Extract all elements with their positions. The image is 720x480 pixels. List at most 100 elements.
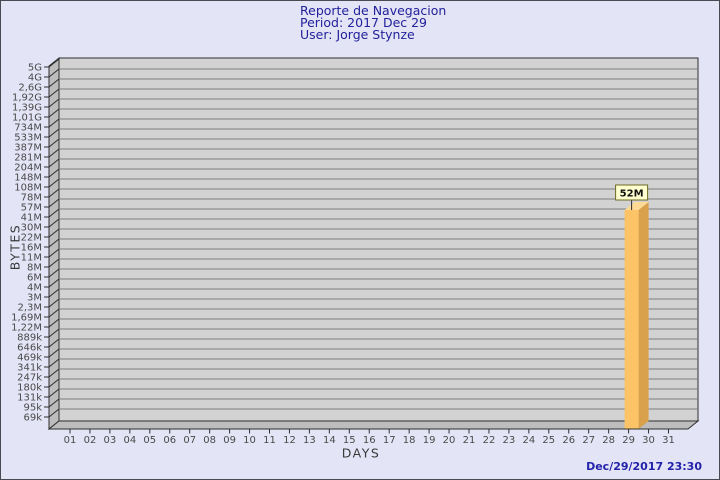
wall-tick xyxy=(48,168,60,178)
x-tick-label: 18 xyxy=(403,435,416,446)
x-tick-label: 22 xyxy=(483,435,496,446)
report-header: Reporte de Navegacion Period: 2017 Dec 2… xyxy=(300,4,446,42)
x-tick-label: 25 xyxy=(542,435,555,446)
wall-tick xyxy=(48,228,60,238)
x-tick-label: 04 xyxy=(123,435,136,446)
x-tick-label: 05 xyxy=(143,435,156,446)
wall-tick xyxy=(48,208,60,218)
y-tick-label: 4G xyxy=(28,73,42,84)
y-tick-label: 11M xyxy=(21,253,42,264)
x-tick-label: 02 xyxy=(84,435,97,446)
x-axis-title: DAYS xyxy=(341,445,381,461)
x-tick-label: 06 xyxy=(163,435,176,446)
y-tick-label: 6M xyxy=(27,273,42,284)
wall-tick xyxy=(48,348,60,358)
wall-tick xyxy=(48,58,60,68)
y-tick-label: 734M xyxy=(14,123,42,134)
y-tick-label: 148M xyxy=(14,173,42,184)
y-tick-label: 469k xyxy=(17,353,42,364)
x-tick-label: 07 xyxy=(183,435,196,446)
y-tick-label: 57M xyxy=(21,203,42,214)
report-user: User: Jorge Stynze xyxy=(300,26,415,42)
x-tick-label: 28 xyxy=(602,435,615,446)
y-tick-label: 3M xyxy=(27,293,42,304)
usage-bar-side-day-29 xyxy=(638,202,649,429)
y-tick-label: 30M xyxy=(21,223,42,234)
x-tick-label: 11 xyxy=(263,435,276,446)
wall-tick xyxy=(48,178,60,188)
wall-tick xyxy=(48,218,60,228)
y-tick-label: 78M xyxy=(21,193,42,204)
y-tick-label: 2,6G xyxy=(18,83,42,94)
wall-tick xyxy=(48,108,60,118)
wall-tick xyxy=(48,78,60,88)
y-tick-label: 533M xyxy=(14,133,42,144)
wall-tick xyxy=(48,388,60,398)
y-tick-label: 4M xyxy=(27,283,42,294)
wall-tick xyxy=(48,198,60,208)
y-tick-label: 1,22M xyxy=(11,323,42,334)
x-tick-label: 08 xyxy=(203,435,216,446)
x-tick-label: 03 xyxy=(104,435,117,446)
floor xyxy=(47,420,700,430)
x-tick-label: 24 xyxy=(522,435,535,446)
y-tick-label: 22M xyxy=(21,233,42,244)
wall-tick xyxy=(48,148,60,158)
x-tick-label: 30 xyxy=(642,435,655,446)
wall-tick xyxy=(48,68,60,78)
x-tick-label: 09 xyxy=(223,435,236,446)
wall-tick xyxy=(48,338,60,348)
x-tick-label: 10 xyxy=(243,435,256,446)
y-tick-label: 247k xyxy=(17,373,42,384)
y-tick-label: 889k xyxy=(17,333,42,344)
x-tick-label: 19 xyxy=(423,435,436,446)
x-tick-label: 31 xyxy=(662,435,675,446)
y-tick-label: 180k xyxy=(17,383,42,394)
y-tick-label: 1,69M xyxy=(11,313,42,324)
y-tick-label: 281M xyxy=(14,153,42,164)
y-tick-label: 1,01G xyxy=(12,113,42,124)
y-tick-label: 1,92G xyxy=(12,93,42,104)
wall-tick xyxy=(48,188,60,198)
wall-tick xyxy=(48,258,60,268)
y-tick-label: 16M xyxy=(21,243,42,254)
wall-tick xyxy=(48,138,60,148)
wall-tick xyxy=(48,128,60,138)
wall-tick xyxy=(48,88,60,98)
y-tick-label: 2,3M xyxy=(17,303,42,314)
report-timestamp: Dec/29/2017 23:30 xyxy=(586,460,702,473)
y-tick-label: 1,39G xyxy=(12,103,42,114)
y-tick-label: 41M xyxy=(21,213,42,224)
wall-tick xyxy=(48,318,60,328)
y-tick-label: 204M xyxy=(14,163,42,174)
wall-tick xyxy=(48,328,60,338)
y-axis-title: BYTES xyxy=(7,223,23,271)
wall-tick xyxy=(48,238,60,248)
wall-tick xyxy=(48,358,60,368)
x-tick-label: 29 xyxy=(622,435,635,446)
y-tick-label: 108M xyxy=(14,183,42,194)
y-tick-label: 646k xyxy=(17,343,42,354)
wall-tick xyxy=(48,278,60,288)
x-tick-label: 26 xyxy=(562,435,575,446)
wall-tick xyxy=(48,288,60,298)
bar-value-label: 52M xyxy=(620,189,644,200)
wall-tick xyxy=(48,378,60,388)
wall-tick xyxy=(48,308,60,318)
x-tick-label: 23 xyxy=(503,435,516,446)
wall-tick xyxy=(48,408,60,418)
wall-tick xyxy=(48,98,60,108)
wall-tick xyxy=(48,298,60,308)
x-tick-label: 20 xyxy=(443,435,456,446)
wall-tick xyxy=(48,118,60,128)
x-tick-label: 15 xyxy=(343,435,356,446)
x-tick-label: 16 xyxy=(363,435,376,446)
y-tick-label: 95k xyxy=(23,403,42,414)
wall-tick xyxy=(48,248,60,258)
usage-bar-top-day-29 xyxy=(624,202,649,210)
wall-tick xyxy=(48,268,60,278)
x-tick-label: 27 xyxy=(582,435,595,446)
usage-bar-day-29 xyxy=(624,210,639,429)
